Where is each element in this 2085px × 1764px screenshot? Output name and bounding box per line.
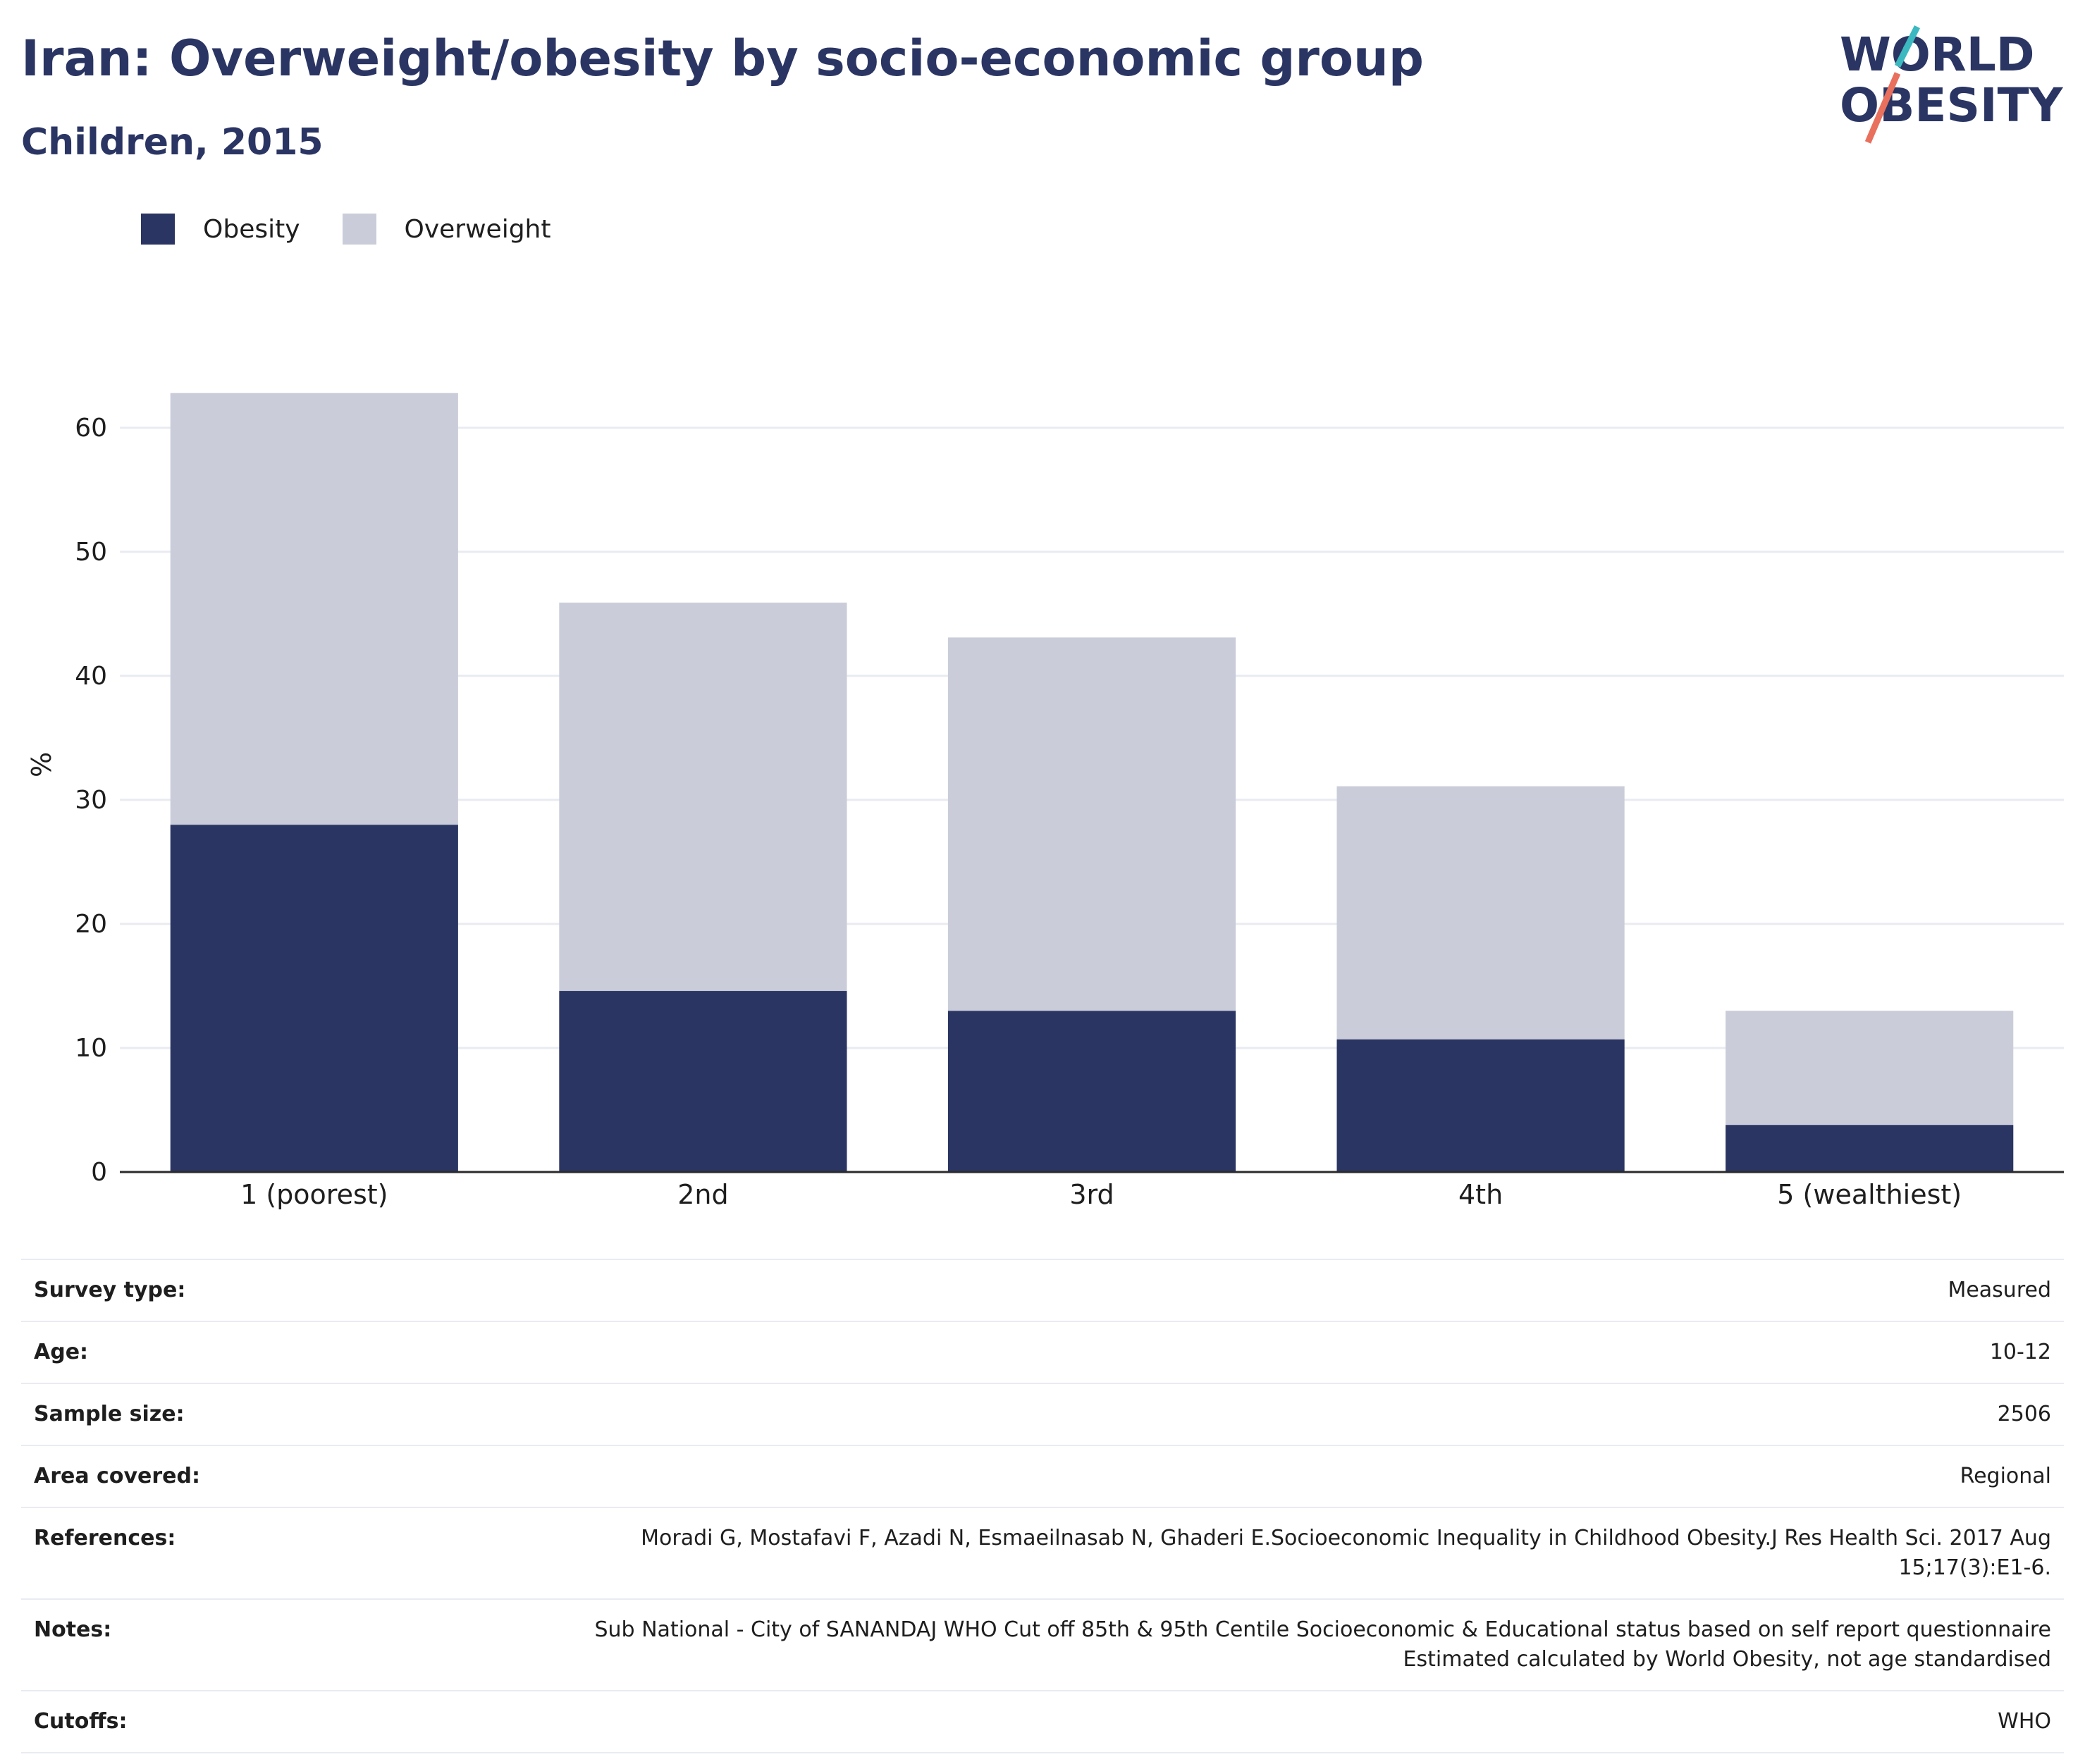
- legend-label-overweight: Overweight: [404, 214, 551, 244]
- y-tick-label: 50: [75, 538, 107, 567]
- stacked-bar-chart: 0 10 20 30 40 50 60% 1 (poorest) 2nd 3rd 4th 5 (wea…: [26, 393, 2064, 1210]
- legend-item-obesity[interactable]: Obesity: [141, 214, 300, 245]
- logo-text-world: WORLD: [1840, 27, 2035, 82]
- bar-overweight: [947, 637, 1236, 1011]
- chart-subtitle: Children, 2015: [21, 121, 324, 164]
- y-axis-label: %: [26, 752, 57, 777]
- info-label: Notes:: [21, 1598, 540, 1691]
- info-value: WHO: [540, 1690, 2064, 1753]
- legend-swatch-obesity: [141, 214, 175, 245]
- y-tick-label: 40: [75, 662, 107, 691]
- legend-item-overweight[interactable]: Overweight: [342, 214, 551, 245]
- info-label: Sample size:: [21, 1383, 540, 1446]
- info-row-survey-type: Survey type: Measured: [21, 1259, 2064, 1322]
- world-obesity-logo: WORLD OBESITY: [1840, 25, 2064, 144]
- x-tick-label: 1 (poorest): [240, 1179, 388, 1210]
- info-row-age: Age: 10-12: [21, 1321, 2064, 1384]
- bar-overweight: [1726, 1011, 2014, 1125]
- y-tick-label: 30: [75, 786, 107, 815]
- logo-slash-top: [1894, 25, 1921, 68]
- info-label: Survey type:: [21, 1259, 540, 1322]
- logo-slash-bottom: [1864, 72, 1901, 144]
- y-tick-label: 0: [91, 1158, 107, 1187]
- bar-obesity: [559, 991, 847, 1172]
- bar-overweight: [170, 393, 458, 825]
- info-value: 2506: [540, 1383, 2064, 1446]
- info-value: Moradi G, Mostafavi F, Azadi N, Esmaeiln…: [540, 1507, 2064, 1600]
- info-row-cutoffs: Cutoffs: WHO: [21, 1690, 2064, 1753]
- legend-label-obesity: Obesity: [203, 214, 300, 244]
- bar-overweight: [559, 603, 847, 992]
- y-tick-label: 10: [75, 1034, 107, 1063]
- info-row-references: References: Moradi G, Mostafavi F, Azadi…: [21, 1507, 2064, 1600]
- x-tick-label: 5 (wealthiest): [1777, 1179, 1962, 1210]
- survey-info-table: Survey type: Measured Age: 10-12 Sample …: [21, 1259, 2064, 1753]
- info-value: Regional: [540, 1445, 2064, 1508]
- bar-obesity: [170, 825, 458, 1172]
- info-label: Area covered:: [21, 1445, 540, 1508]
- info-label: Age:: [21, 1321, 540, 1384]
- bar-obesity: [1336, 1039, 1625, 1172]
- y-tick-label: 20: [75, 910, 107, 939]
- bar-obesity: [1726, 1125, 2014, 1172]
- bar-overweight: [1336, 786, 1625, 1040]
- info-value: Sub National - City of SANANDAJ WHO Cut …: [540, 1598, 2064, 1691]
- info-label: References:: [21, 1507, 540, 1600]
- info-row-notes: Notes: Sub National - City of SANANDAJ W…: [21, 1598, 2064, 1691]
- info-row-area-covered: Area covered: Regional: [21, 1445, 2064, 1508]
- info-row-sample-size: Sample size: 2506: [21, 1383, 2064, 1446]
- x-tick-label: 4th: [1458, 1179, 1503, 1210]
- x-tick-label: 3rd: [1069, 1179, 1114, 1210]
- x-tick-label: 2nd: [677, 1179, 728, 1210]
- legend-swatch-overweight: [342, 214, 376, 245]
- info-label: Cutoffs:: [21, 1690, 540, 1753]
- info-value: Measured: [540, 1259, 2064, 1322]
- bar-obesity: [947, 1011, 1236, 1172]
- chart-title: Iran: Overweight/obesity by socio-econom…: [21, 30, 1424, 87]
- chart-legend: Obesity Overweight: [141, 211, 593, 247]
- y-tick-label: 60: [75, 414, 107, 443]
- info-value: 10-12: [540, 1321, 2064, 1384]
